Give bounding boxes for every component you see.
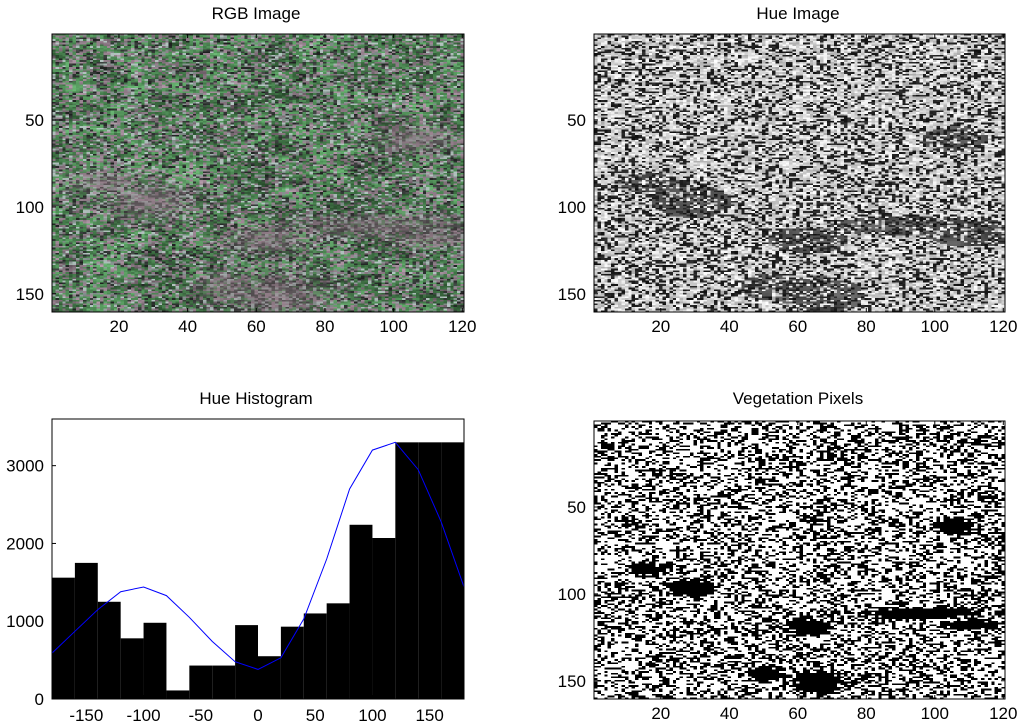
rgb-x-tick-label: 20 <box>109 317 128 336</box>
hue-image <box>594 34 1005 312</box>
histogram-bar <box>441 442 464 699</box>
rgb-x-tick-label: 100 <box>379 317 407 336</box>
veg-y-tick-label: 100 <box>558 585 586 604</box>
hue-y-tick-label: 50 <box>567 111 586 130</box>
hist-x-tick-label: -150 <box>69 706 103 725</box>
vegetation-pixels-title: Vegetation Pixels <box>733 389 863 408</box>
veg-x-tick-label: 20 <box>651 704 670 723</box>
hist-x-tick-label: -100 <box>127 706 161 725</box>
hist-x-tick-label: 0 <box>253 706 262 725</box>
histogram-bars <box>52 442 464 699</box>
hist-y-tick-label: 0 <box>35 690 44 709</box>
hue-x-tick-label: 80 <box>857 317 876 336</box>
hist-x-tick-label: 100 <box>358 706 386 725</box>
veg-x-tick-label: 40 <box>720 704 739 723</box>
hue-x-tick-label: 100 <box>921 317 949 336</box>
hue-axis-ticks: 20 40 60 80 100 120 50 100 150 <box>558 34 1017 336</box>
vegetation-image <box>594 421 1005 699</box>
veg-y-tick-label: 50 <box>567 498 586 517</box>
hue-x-tick-label: 20 <box>651 317 670 336</box>
veg-x-tick-label: 80 <box>857 704 876 723</box>
veg-x-tick-label: 120 <box>989 704 1017 723</box>
hist-x-tick-label: -50 <box>188 706 213 725</box>
rgb-x-tick-label: 120 <box>448 317 476 336</box>
histogram-bar <box>189 665 213 699</box>
hue-x-tick-label: 60 <box>788 317 807 336</box>
hue-y-tick-label: 100 <box>558 198 586 217</box>
hist-y-tick-label: 3000 <box>6 457 44 476</box>
hue-image-panel: Hue Image 20 40 60 80 100 120 50 100 150 <box>558 4 1018 336</box>
rgb-x-tick-label: 80 <box>315 317 334 336</box>
rgb-image-panel: RGB Image 20 40 60 80 100 120 50 100 150 <box>16 4 477 336</box>
histogram-bar <box>372 538 396 699</box>
histogram-axis-ticks: -150 -100 -50 0 50 100 150 0 1000 2000 3000 <box>6 457 444 725</box>
hist-x-tick-label: 150 <box>415 706 443 725</box>
rgb-y-tick-label: 100 <box>16 198 44 217</box>
histogram-bar <box>418 442 442 699</box>
histogram-bar <box>143 622 167 699</box>
histogram-bar <box>235 625 258 699</box>
veg-y-tick-label: 150 <box>558 672 586 691</box>
histogram-bar <box>52 577 75 699</box>
vegetation-axis-ticks: 20 40 60 80 100 120 50 100 150 <box>558 421 1017 723</box>
hue-x-tick-label: 120 <box>989 317 1017 336</box>
vegetation-axes-box <box>593 420 1006 700</box>
histogram-bar <box>166 690 190 699</box>
histogram-bar <box>74 562 98 699</box>
histogram-bar <box>349 524 373 699</box>
rgb-axes-box <box>51 33 465 313</box>
rgb-x-tick-label: 60 <box>247 317 266 336</box>
hue-histogram-panel: Hue Histogram -150 -100 -50 0 50 100 150 0 1000 2… <box>6 389 465 725</box>
hue-axes-box <box>593 33 1006 313</box>
rgb-y-tick-label: 150 <box>16 285 44 304</box>
histogram-bar <box>258 656 281 699</box>
hue-density-curve <box>51 441 465 670</box>
histogram-title: Hue Histogram <box>199 389 312 408</box>
histogram-bar <box>97 601 121 699</box>
rgb-axis-ticks: 20 40 60 80 100 120 50 100 150 <box>16 34 476 336</box>
rgb-image-title: RGB Image <box>212 4 301 23</box>
hist-y-tick-label: 2000 <box>6 534 44 553</box>
hue-image-title: Hue Image <box>756 4 839 23</box>
veg-x-tick-label: 100 <box>921 704 949 723</box>
hist-x-tick-label: 50 <box>306 706 325 725</box>
histogram-bar <box>212 665 236 699</box>
vegetation-pixels-panel: Vegetation Pixels 20 40 60 80 100 120 50 100 150 <box>558 389 1018 723</box>
hist-y-tick-label: 1000 <box>6 612 44 631</box>
histogram-bar <box>280 626 304 699</box>
hue-y-tick-label: 150 <box>558 285 586 304</box>
rgb-x-tick-label: 40 <box>178 317 197 336</box>
histogram-bar <box>326 603 350 699</box>
histogram-bar <box>303 613 327 699</box>
hue-x-tick-label: 40 <box>720 317 739 336</box>
histogram-bar <box>395 442 419 699</box>
rgb-image <box>52 34 464 312</box>
veg-x-tick-label: 60 <box>788 704 807 723</box>
rgb-y-tick-label: 50 <box>25 111 44 130</box>
histogram-bar <box>120 638 144 699</box>
